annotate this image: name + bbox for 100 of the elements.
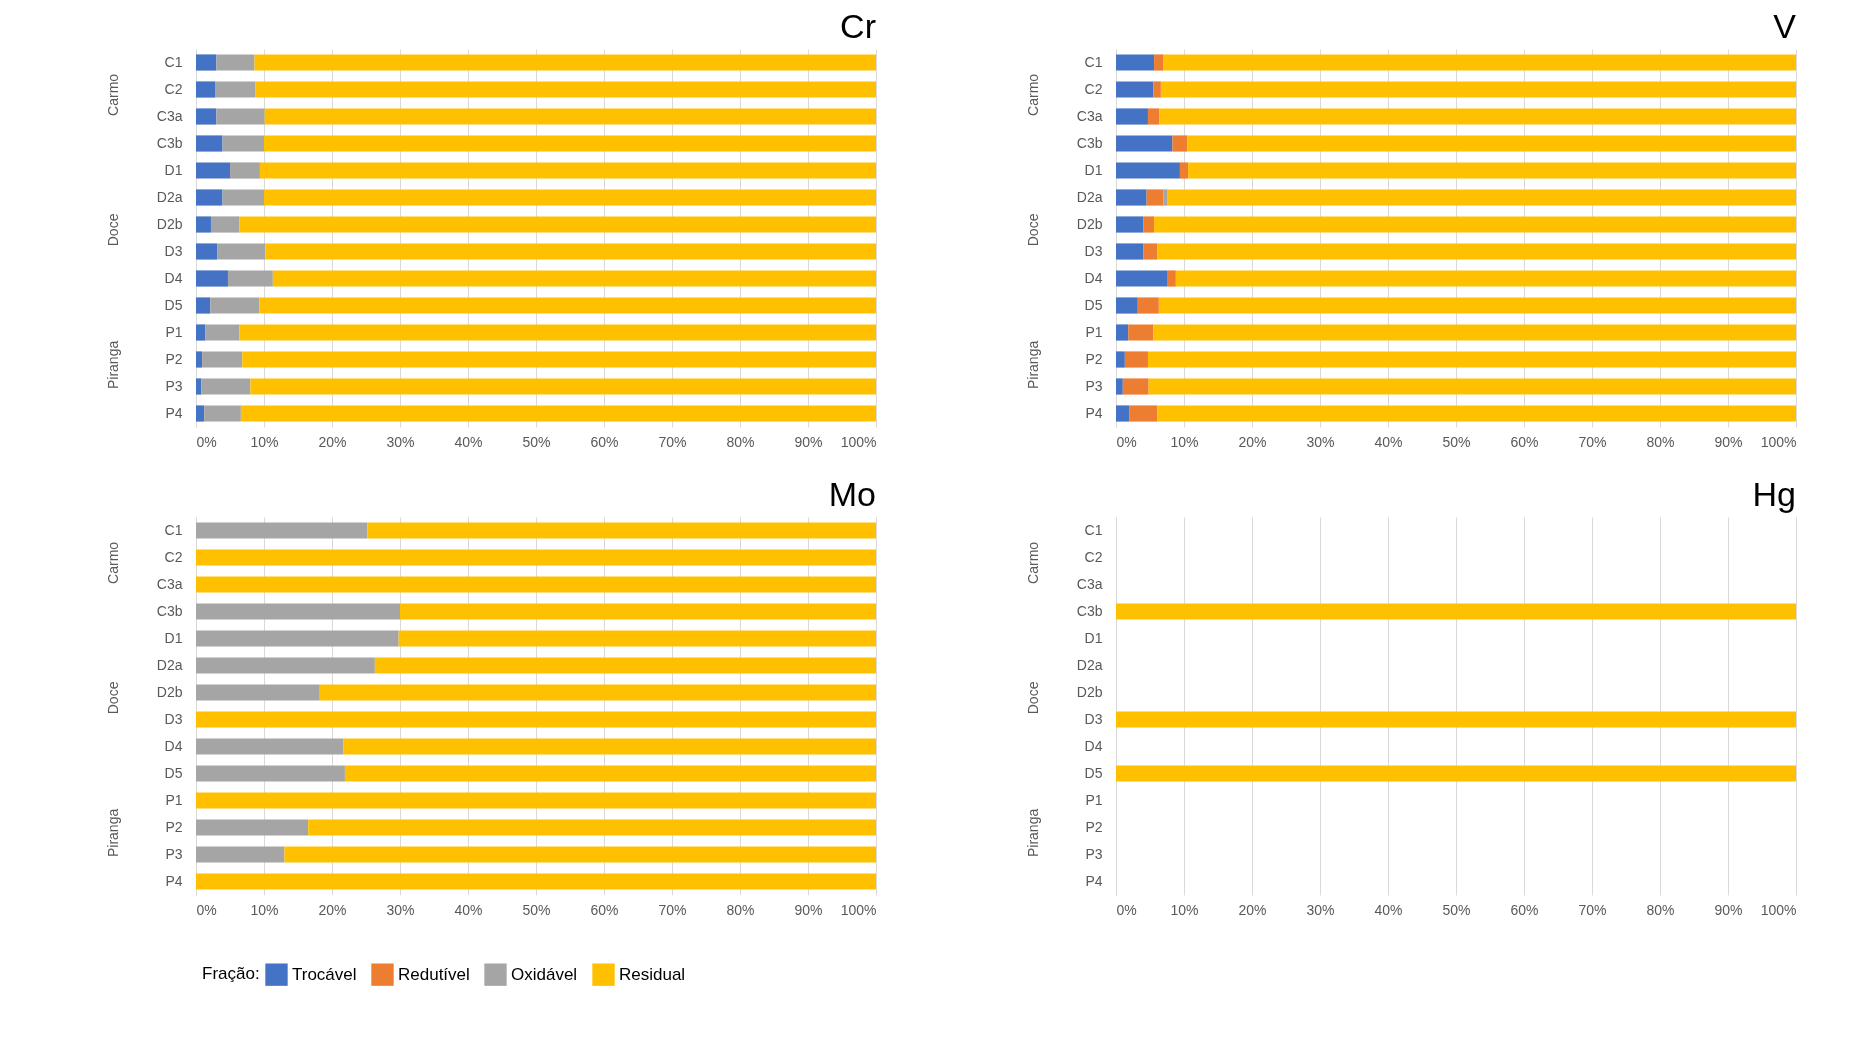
x-tick-label: 80%: [1646, 901, 1675, 918]
bar: [1159, 108, 1796, 125]
bar: [222, 135, 264, 152]
bar: [1143, 216, 1155, 233]
text: Doce: [105, 681, 121, 715]
bar: [196, 846, 285, 863]
bar: [196, 351, 203, 368]
y-tick-label: D5: [1084, 764, 1103, 781]
bar: [196, 684, 320, 701]
bar: [1116, 81, 1154, 98]
bar: [1116, 135, 1173, 152]
bar: [1116, 162, 1180, 179]
y-tick-label: D2a: [1076, 656, 1103, 673]
y-tick-label: P1: [1085, 791, 1103, 808]
x-tick-label: 0%: [196, 433, 217, 450]
bar: [1116, 351, 1125, 368]
bar: [205, 324, 240, 341]
y-tick-label: C1: [1084, 53, 1103, 70]
y-tick-label: D4: [164, 737, 183, 754]
x-tick-label: 50%: [1442, 433, 1471, 450]
y-tick-label: D2b: [156, 215, 183, 232]
y-tick-label: C3b: [1076, 602, 1103, 619]
bar: [239, 216, 876, 233]
bar: [196, 108, 217, 125]
text: Doce: [105, 213, 121, 247]
text: Piranga: [105, 808, 121, 858]
bar: [254, 54, 876, 71]
y-tick-label: D1: [164, 161, 183, 178]
y-tick-label: P3: [165, 377, 183, 394]
bar: [196, 765, 345, 782]
bar: [196, 657, 375, 674]
y-tick-label: P3: [1085, 377, 1103, 394]
bar: [1116, 270, 1167, 287]
x-tick-label: 20%: [318, 433, 347, 450]
bar: [196, 711, 876, 728]
y-tick-label: P3: [1085, 845, 1103, 862]
y-tick-label: C1: [1084, 521, 1103, 538]
bar: [196, 522, 368, 539]
bar: [1188, 162, 1796, 179]
bar: [215, 81, 256, 98]
x-tick-label: 90%: [794, 901, 823, 918]
bar: [196, 630, 399, 647]
bar: [1116, 243, 1144, 260]
bar: [1154, 54, 1164, 71]
bar: [272, 270, 876, 287]
bar: [1129, 405, 1158, 422]
bar: [264, 189, 876, 206]
x-tick-label: 40%: [454, 433, 483, 450]
y-tick-label: C2: [1084, 548, 1103, 565]
x-tick-label: 30%: [1306, 901, 1335, 918]
bar: [227, 270, 273, 287]
text: Doce: [1025, 681, 1041, 715]
y-tick-label: D4: [164, 269, 183, 286]
y-tick-label: C3a: [156, 107, 183, 124]
bar: [196, 297, 211, 314]
y-tick-label: P2: [1085, 818, 1103, 835]
x-tick-label: 50%: [522, 901, 551, 918]
y-tick-label: D3: [1084, 710, 1103, 727]
y-tick-label: D4: [1084, 269, 1103, 286]
bar: [239, 324, 876, 341]
x-tick-label: 30%: [386, 901, 415, 918]
x-tick-label: 80%: [726, 433, 755, 450]
y-tick-label: P4: [1085, 872, 1103, 889]
x-tick-label: 60%: [1510, 433, 1539, 450]
x-tick-label: 90%: [1714, 433, 1743, 450]
bar: [196, 792, 876, 809]
y-tick-label: D1: [1084, 161, 1103, 178]
bar: [398, 630, 876, 647]
y-tick-label: C3a: [156, 575, 183, 592]
bar: [201, 378, 251, 395]
bar: [1116, 297, 1138, 314]
bar: [242, 351, 876, 368]
y-tick-label: C3a: [1076, 107, 1103, 124]
y-tick-label: D4: [1084, 737, 1103, 754]
bar: [1167, 189, 1796, 206]
chart-title: Cr: [840, 7, 876, 45]
legend-label: Residual: [619, 964, 686, 984]
x-tick-label: 60%: [1510, 901, 1539, 918]
x-tick-label: 100%: [1760, 901, 1797, 918]
x-tick-label: 40%: [454, 901, 483, 918]
bar: [1148, 378, 1796, 395]
y-tick-label: D5: [164, 296, 183, 313]
x-tick-label: 30%: [1306, 433, 1335, 450]
y-tick-label: D3: [164, 710, 183, 727]
y-tick-label: P3: [165, 845, 183, 862]
x-tick-label: 50%: [522, 433, 551, 450]
bar: [400, 603, 876, 620]
bar: [1179, 162, 1189, 179]
bar: [259, 162, 876, 179]
x-tick-label: 100%: [840, 433, 877, 450]
bar: [1157, 405, 1796, 422]
bar: [250, 378, 876, 395]
bar: [210, 297, 260, 314]
y-tick-label: P4: [165, 872, 183, 889]
bar: [1143, 243, 1158, 260]
text: Carmo: [105, 73, 121, 116]
bar: [264, 135, 876, 152]
bar: [196, 54, 217, 71]
bar: [196, 324, 206, 341]
x-tick-label: 40%: [1374, 433, 1403, 450]
